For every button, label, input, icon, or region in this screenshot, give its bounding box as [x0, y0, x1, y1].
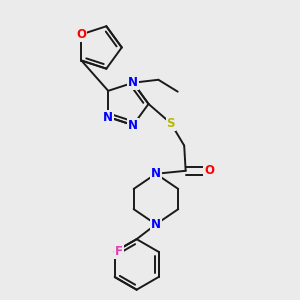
Text: S: S — [167, 117, 175, 130]
Text: O: O — [204, 164, 214, 177]
Text: F: F — [115, 245, 123, 258]
Text: N: N — [103, 110, 113, 124]
Text: N: N — [151, 167, 161, 180]
Text: N: N — [128, 76, 138, 89]
Text: O: O — [76, 28, 86, 41]
Text: N: N — [151, 218, 161, 231]
Text: N: N — [128, 118, 138, 132]
